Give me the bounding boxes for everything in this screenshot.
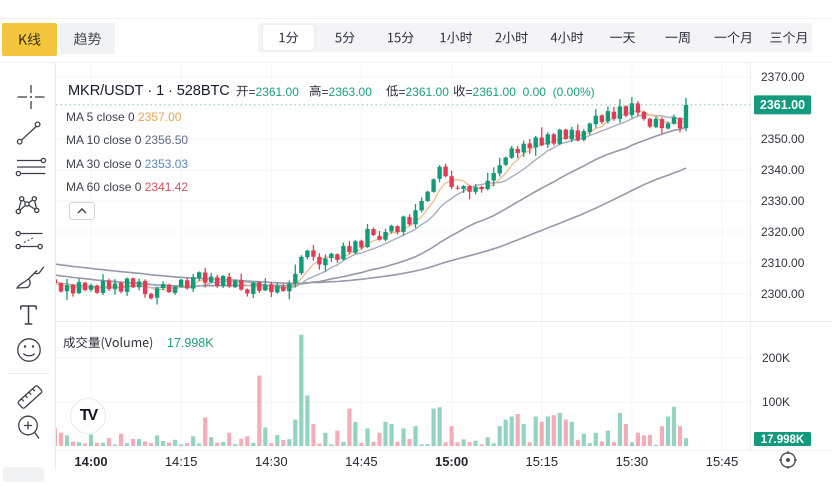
svg-text:200K: 200K: [762, 351, 790, 365]
svg-text:2340.00: 2340.00: [761, 163, 805, 177]
svg-text:2361.00: 2361.00: [760, 98, 805, 112]
svg-text:2320.00: 2320.00: [761, 225, 805, 239]
svg-text:14:15: 14:15: [165, 454, 198, 469]
svg-text:100K: 100K: [762, 395, 790, 409]
svg-text:2310.00: 2310.00: [761, 256, 805, 270]
svg-text:14:00: 14:00: [74, 454, 107, 469]
svg-text:15:00: 15:00: [435, 454, 468, 469]
svg-text:2350.00: 2350.00: [761, 132, 805, 146]
svg-text:15:15: 15:15: [526, 454, 559, 469]
svg-text:15:30: 15:30: [616, 454, 649, 469]
svg-text:15:45: 15:45: [706, 454, 739, 469]
svg-text:17.998K: 17.998K: [761, 434, 805, 446]
svg-text:2300.00: 2300.00: [761, 287, 805, 301]
svg-text:14:30: 14:30: [255, 454, 288, 469]
svg-text:14:45: 14:45: [345, 454, 378, 469]
svg-text:2330.00: 2330.00: [761, 194, 805, 208]
svg-text:2370.00: 2370.00: [761, 70, 805, 84]
